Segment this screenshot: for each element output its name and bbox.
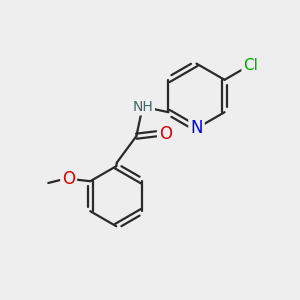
Text: NH: NH — [133, 100, 153, 114]
Text: Cl: Cl — [243, 58, 258, 73]
Text: O: O — [62, 170, 75, 188]
Text: O: O — [159, 125, 172, 143]
Text: N: N — [190, 119, 203, 137]
